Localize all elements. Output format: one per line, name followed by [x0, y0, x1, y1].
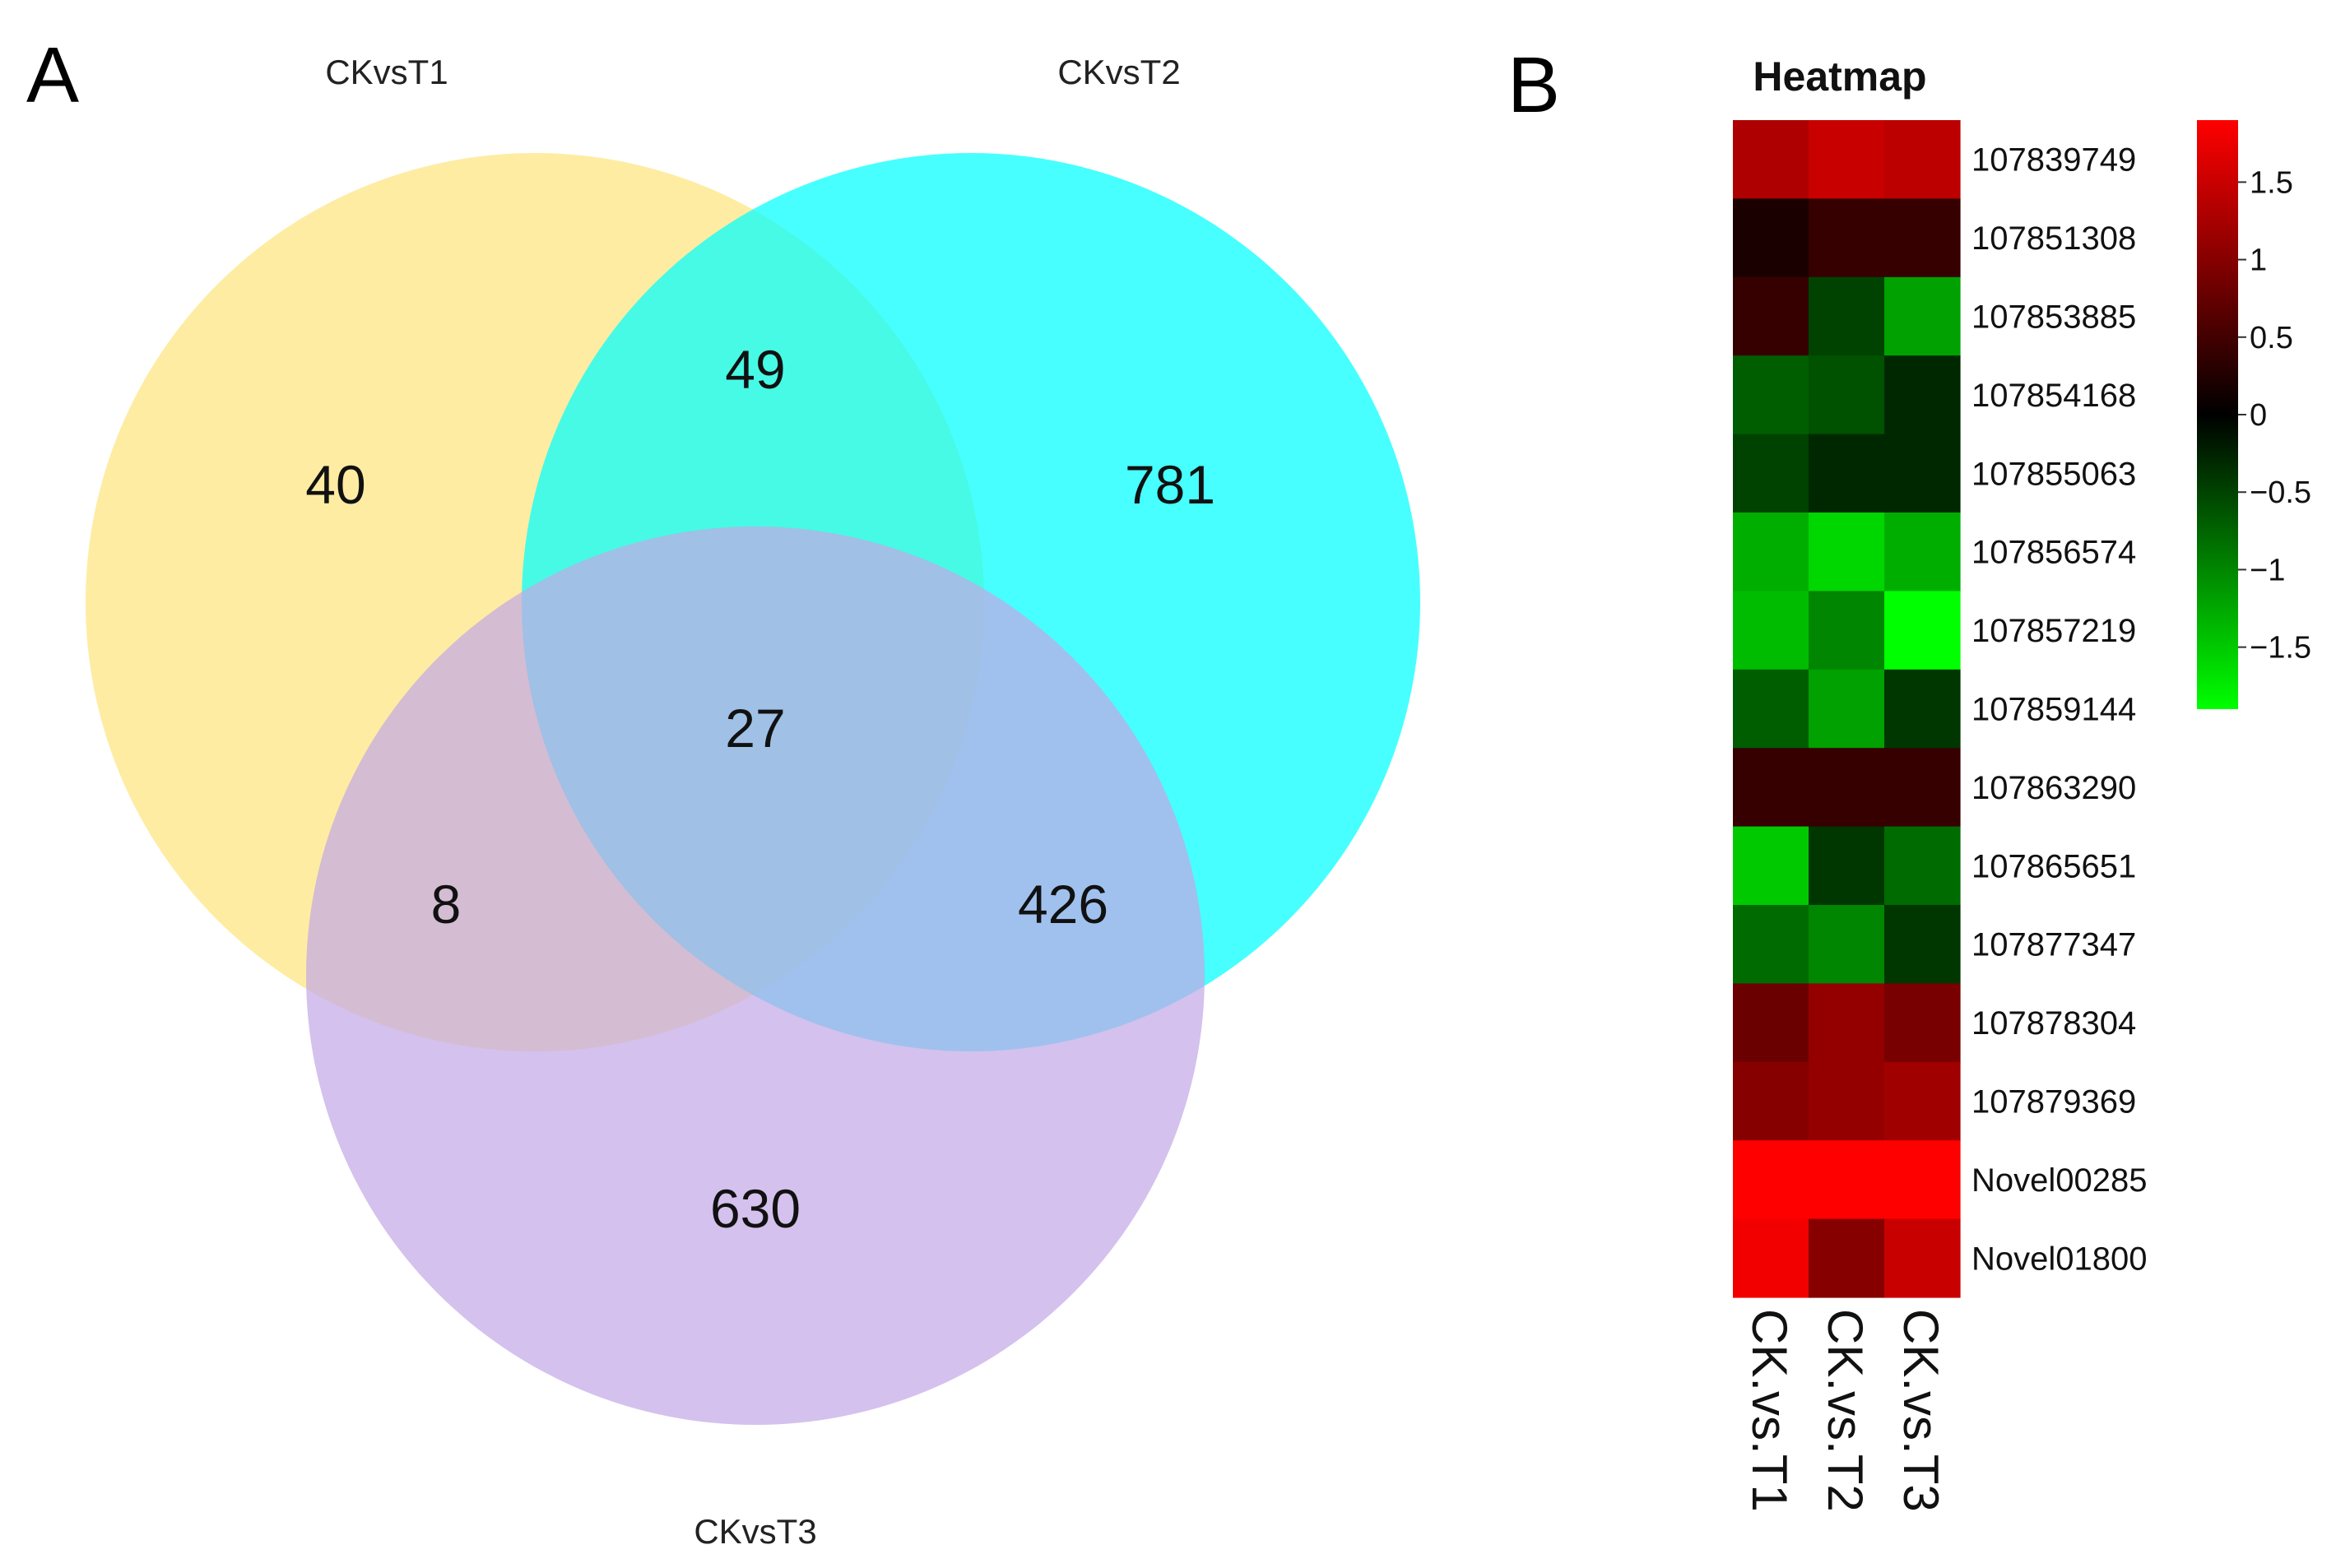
heatmap-cell-107856574-ck-vs-t3 [1884, 513, 1961, 591]
heatmap-cells [1733, 120, 1961, 1298]
heatmap-cell-107839749-ck-vs-t1 [1733, 120, 1809, 199]
heatmap-cell-107853885-ck-vs-t3 [1884, 276, 1961, 356]
heatmap-row-label-107863290: 107863290 [1971, 770, 2136, 806]
heatmap-row-label-107879369: 107879369 [1971, 1084, 2136, 1120]
venn-set-label-ckvst1: CKvsT1 [325, 53, 448, 91]
venn-count-ckvst1: 40 [305, 454, 365, 515]
color-scale-tick-label: 0.5 [2250, 321, 2293, 355]
heatmap-cell-107879369-ck-vs-t2 [1809, 1061, 1885, 1141]
color-scale-tick-label: 1.5 [2250, 165, 2293, 200]
color-scale-legend: 1.5 1 0.5 0 −0.5 −1 −1.5 [2197, 120, 2311, 709]
heatmap-row-label-107854168: 107854168 [1971, 378, 2136, 414]
heatmap-row-label-107859144: 107859144 [1971, 692, 2136, 728]
venn-count-ckvst2: 781 [1125, 454, 1215, 515]
heatmap-column-label-ck-vs-t1: CK.vs.T1 [1742, 1309, 1797, 1512]
heatmap-cell-107865651-ck-vs-t1 [1733, 826, 1809, 906]
venn-set-labels: CKvsT1 CKvsT2 CKvsT3 [325, 53, 1180, 1551]
heatmap-cell-107854168-ck-vs-t3 [1884, 355, 1961, 435]
color-scale-bar [2197, 120, 2238, 709]
panel-label-a: A [26, 31, 79, 119]
heatmap-cell-107855063-ck-vs-t2 [1809, 434, 1885, 513]
panel-label-b: B [1507, 41, 1560, 129]
color-scale-tick-label: −1.5 [2250, 631, 2311, 666]
heatmap-cell-107863290-ck-vs-t2 [1809, 748, 1885, 828]
venn-circle-ckvst3 [306, 527, 1205, 1425]
heatmap-cell-107877347-ck-vs-t2 [1809, 905, 1885, 984]
heatmap-row-labels: 107839749 107851308 107853885 107854168 1078… [1971, 142, 2148, 1278]
heatmap-column-label-ck-vs-t3: CK.vs.T3 [1893, 1309, 1948, 1512]
heatmap-row-label-107855063: 107855063 [1971, 456, 2136, 492]
heatmap-cell-novel00285-ck-vs-t3 [1884, 1140, 1961, 1220]
heatmap-row-label-107865651: 107865651 [1971, 848, 2136, 884]
heatmap-column-label-ck-vs-t2: CK.vs.T2 [1818, 1309, 1873, 1512]
heatmap-cell-107878304-ck-vs-t3 [1884, 983, 1961, 1063]
heatmap-cell-107856574-ck-vs-t1 [1733, 513, 1809, 591]
heatmap-cell-107839749-ck-vs-t3 [1884, 120, 1961, 199]
heatmap-row-label-107839749: 107839749 [1971, 142, 2136, 179]
heatmap: B Heatmap 107839749107851308107853885107… [1507, 41, 2311, 1512]
heatmap-cell-107851308-ck-vs-t1 [1733, 198, 1809, 278]
heatmap-cell-107839749-ck-vs-t2 [1809, 120, 1885, 199]
heatmap-cell-107878304-ck-vs-t1 [1733, 983, 1809, 1063]
heatmap-cell-107857219-ck-vs-t2 [1809, 591, 1885, 670]
heatmap-row-label-107851308: 107851308 [1971, 220, 2136, 257]
heatmap-row-label-107877347: 107877347 [1971, 927, 2136, 963]
heatmap-cell-107859144-ck-vs-t1 [1733, 669, 1809, 749]
color-scale-tick-label: 1 [2250, 244, 2267, 278]
venn-circles [86, 153, 1420, 1425]
heatmap-cell-107865651-ck-vs-t3 [1884, 826, 1961, 906]
heatmap-cell-107854168-ck-vs-t1 [1733, 355, 1809, 435]
heatmap-cell-107877347-ck-vs-t3 [1884, 905, 1961, 984]
venn-diagram: A CKvsT1 CKvsT2 CKvsT3 40 781 630 49 8 426 27 [26, 31, 1420, 1551]
heatmap-cell-107859144-ck-vs-t2 [1809, 669, 1885, 749]
heatmap-row-label-107878304: 107878304 [1971, 1005, 2136, 1041]
heatmap-cell-novel00285-ck-vs-t2 [1809, 1140, 1885, 1220]
venn-region-counts: 40 781 630 49 8 426 27 [305, 339, 1215, 1239]
heatmap-cell-107857219-ck-vs-t3 [1884, 591, 1961, 670]
heatmap-row-label-novel00285: Novel00285 [1971, 1162, 2148, 1199]
heatmap-cell-107865651-ck-vs-t2 [1809, 826, 1885, 906]
heatmap-row-label-107853885: 107853885 [1971, 299, 2136, 336]
heatmap-cell-novel01800-ck-vs-t1 [1733, 1218, 1809, 1298]
heatmap-cell-107856574-ck-vs-t2 [1809, 513, 1885, 591]
heatmap-cell-107879369-ck-vs-t1 [1733, 1061, 1809, 1141]
color-scale-tick-label: −1 [2250, 553, 2285, 587]
venn-count-ckvst3: 630 [710, 1178, 801, 1239]
heatmap-cell-107878304-ck-vs-t2 [1809, 983, 1885, 1063]
venn-set-label-ckvst2: CKvsT2 [1057, 53, 1180, 91]
heatmap-cell-107853885-ck-vs-t1 [1733, 276, 1809, 356]
heatmap-cell-novel01800-ck-vs-t2 [1809, 1218, 1885, 1298]
heatmap-row-label-novel01800: Novel01800 [1971, 1241, 2148, 1277]
heatmap-cell-107855063-ck-vs-t3 [1884, 434, 1961, 513]
heatmap-cell-107853885-ck-vs-t2 [1809, 276, 1885, 356]
heatmap-cell-107855063-ck-vs-t1 [1733, 434, 1809, 513]
venn-count-ckvst1-ckvst2: 49 [725, 339, 785, 400]
heatmap-cell-novel01800-ck-vs-t3 [1884, 1218, 1961, 1298]
heatmap-row-label-107856574: 107856574 [1971, 535, 2136, 571]
heatmap-cell-107857219-ck-vs-t1 [1733, 591, 1809, 670]
heatmap-cell-107863290-ck-vs-t3 [1884, 748, 1961, 828]
venn-count-ckvst2-ckvst3: 426 [1018, 874, 1108, 935]
heatmap-cell-107863290-ck-vs-t1 [1733, 748, 1809, 828]
color-scale-tick-label: −0.5 [2250, 476, 2311, 510]
heatmap-cell-novel00285-ck-vs-t1 [1733, 1140, 1809, 1220]
venn-set-label-ckvst3: CKvsT3 [694, 1512, 816, 1551]
venn-count-ckvst1-ckvst2-ckvst3: 27 [725, 698, 785, 758]
color-scale-tick-label: 0 [2250, 398, 2267, 433]
heatmap-cell-107854168-ck-vs-t2 [1809, 355, 1885, 435]
heatmap-column-labels: CK.vs.T1 CK.vs.T2 CK.vs.T3 [1742, 1309, 1948, 1512]
heatmap-cell-107879369-ck-vs-t3 [1884, 1061, 1961, 1141]
heatmap-cell-107877347-ck-vs-t1 [1733, 905, 1809, 984]
heatmap-cell-107851308-ck-vs-t3 [1884, 198, 1961, 278]
heatmap-cell-107859144-ck-vs-t3 [1884, 669, 1961, 749]
venn-count-ckvst1-ckvst3: 8 [431, 874, 462, 935]
heatmap-title: Heatmap [1753, 53, 1926, 100]
heatmap-row-label-107857219: 107857219 [1971, 613, 2136, 649]
heatmap-cell-107851308-ck-vs-t2 [1809, 198, 1885, 278]
